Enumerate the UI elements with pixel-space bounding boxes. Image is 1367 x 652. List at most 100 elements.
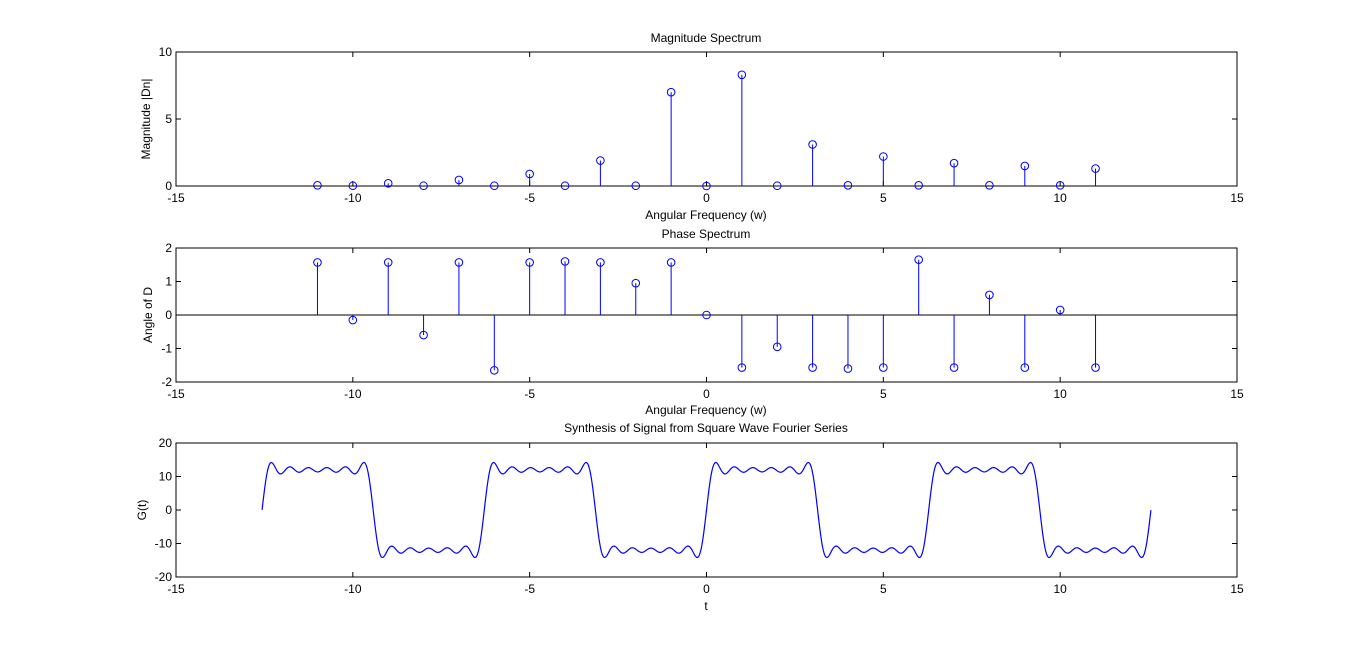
phase-stems bbox=[176, 255, 1237, 375]
phase-x-ticks: -15 -10 -5 0 5 10 15 bbox=[167, 248, 1244, 401]
stem-marker bbox=[914, 255, 924, 265]
x-tick-label: 5 bbox=[880, 582, 887, 596]
stem-marker bbox=[454, 175, 464, 185]
stem-marker bbox=[949, 158, 959, 168]
y-tick-label: 0 bbox=[165, 503, 172, 517]
x-tick-label: 0 bbox=[703, 387, 710, 401]
stem-marker bbox=[666, 258, 676, 267]
magnitude-plot-area bbox=[175, 51, 1238, 187]
y-tick-label: -1 bbox=[161, 342, 172, 356]
synthesis-curve bbox=[261, 461, 1152, 559]
y-tick-label: -2 bbox=[161, 375, 172, 389]
stem-marker bbox=[1020, 161, 1030, 171]
magnitude-title: Magnitude Spectrum bbox=[651, 31, 762, 45]
x-tick-label: -5 bbox=[524, 191, 535, 205]
x-tick-label: -15 bbox=[167, 582, 185, 596]
x-tick-label: -5 bbox=[524, 387, 535, 401]
stem-marker bbox=[631, 278, 641, 288]
stem-marker bbox=[419, 181, 428, 191]
x-tick-label: 5 bbox=[880, 191, 887, 205]
y-tick-label: 5 bbox=[165, 112, 172, 126]
x-tick-label: -10 bbox=[344, 582, 362, 596]
stem-marker bbox=[985, 181, 994, 190]
stem-marker bbox=[843, 181, 853, 190]
synthesis-axes: Synthesis of Signal from Square Wave Fou… bbox=[135, 421, 1244, 613]
stem-marker bbox=[1020, 363, 1030, 372]
stem-marker bbox=[1091, 164, 1100, 173]
stem-marker bbox=[914, 181, 924, 190]
phase-title: Phase Spectrum bbox=[662, 227, 751, 241]
y-tick-label: 0 bbox=[165, 308, 172, 322]
signal-line bbox=[261, 461, 1152, 559]
stem-marker bbox=[1091, 363, 1100, 372]
x-tick-label: -15 bbox=[167, 191, 185, 205]
x-tick-label: -15 bbox=[167, 387, 185, 401]
stem-marker bbox=[1055, 181, 1065, 190]
y-tick-label: 2 bbox=[165, 241, 172, 255]
stem-marker bbox=[737, 70, 747, 80]
stem-marker bbox=[985, 290, 994, 300]
x-tick-label: 15 bbox=[1230, 582, 1244, 596]
phase-xlabel: Angular Frequency (w) bbox=[645, 403, 766, 417]
magnitude-ylabel: Magnitude |Dn| bbox=[139, 79, 153, 160]
magnitude-axes: Magnitude Spectrum -15 -10 -5 0 5 10 15 0 5 10 A… bbox=[139, 31, 1244, 222]
stem-marker bbox=[772, 342, 782, 352]
x-tick-label: -5 bbox=[524, 582, 535, 596]
stem-marker bbox=[383, 258, 393, 267]
y-tick-label: 10 bbox=[159, 45, 173, 59]
synthesis-ylabel: G(t) bbox=[135, 500, 149, 521]
x-tick-label: 10 bbox=[1053, 191, 1067, 205]
stem-marker bbox=[454, 258, 464, 267]
synthesis-xlabel: t bbox=[704, 599, 708, 613]
stem-marker bbox=[313, 181, 322, 190]
x-tick-label: -10 bbox=[344, 387, 362, 401]
stem-marker bbox=[560, 257, 570, 266]
stem-marker bbox=[772, 181, 782, 191]
x-tick-label: 0 bbox=[703, 582, 710, 596]
stem-marker bbox=[949, 363, 959, 372]
stem-marker bbox=[702, 181, 711, 191]
synthesis-title: Synthesis of Signal from Square Wave Fou… bbox=[564, 421, 848, 435]
y-tick-label: 0 bbox=[165, 179, 172, 193]
y-tick-label: 20 bbox=[159, 436, 173, 450]
stem-marker bbox=[596, 258, 605, 267]
stem-marker bbox=[737, 363, 747, 372]
stem-marker bbox=[843, 364, 853, 373]
x-tick-label: 5 bbox=[880, 387, 887, 401]
x-tick-label: -10 bbox=[344, 191, 362, 205]
x-tick-label: 0 bbox=[703, 191, 710, 205]
y-tick-label: 10 bbox=[159, 470, 173, 484]
stem-marker bbox=[348, 315, 358, 325]
stem-marker bbox=[560, 181, 570, 191]
y-tick-label: -20 bbox=[155, 570, 173, 584]
synthesis-y-ticks: -20 -10 0 10 20 bbox=[155, 436, 1237, 584]
stem-marker bbox=[525, 258, 534, 267]
stem-marker bbox=[808, 363, 817, 372]
y-tick-label: 1 bbox=[165, 275, 172, 289]
x-tick-label: 10 bbox=[1053, 387, 1067, 401]
phase-ylabel: Angle of D bbox=[141, 287, 155, 343]
x-tick-label: 15 bbox=[1230, 387, 1244, 401]
synthesis-x-ticks: -15 -10 -5 0 5 10 15 bbox=[167, 443, 1244, 596]
stem-marker bbox=[490, 181, 499, 191]
stem-marker bbox=[313, 258, 322, 267]
x-tick-label: 10 bbox=[1053, 582, 1067, 596]
stem-marker bbox=[666, 87, 676, 97]
stem-marker bbox=[879, 363, 888, 372]
magnitude-stems bbox=[176, 70, 1237, 191]
stem-marker bbox=[702, 310, 711, 320]
x-tick-label: 15 bbox=[1230, 191, 1244, 205]
y-tick-label: -10 bbox=[155, 537, 173, 551]
stem-marker bbox=[808, 140, 817, 149]
stem-marker bbox=[1055, 305, 1065, 315]
stem-marker bbox=[631, 181, 641, 191]
magnitude-xlabel: Angular Frequency (w) bbox=[645, 208, 766, 222]
stem-marker bbox=[348, 181, 358, 191]
stem-marker bbox=[879, 152, 888, 161]
stem-marker bbox=[596, 156, 605, 165]
stem-marker bbox=[419, 330, 428, 340]
stem-marker bbox=[383, 179, 393, 188]
stem-marker bbox=[525, 169, 534, 179]
